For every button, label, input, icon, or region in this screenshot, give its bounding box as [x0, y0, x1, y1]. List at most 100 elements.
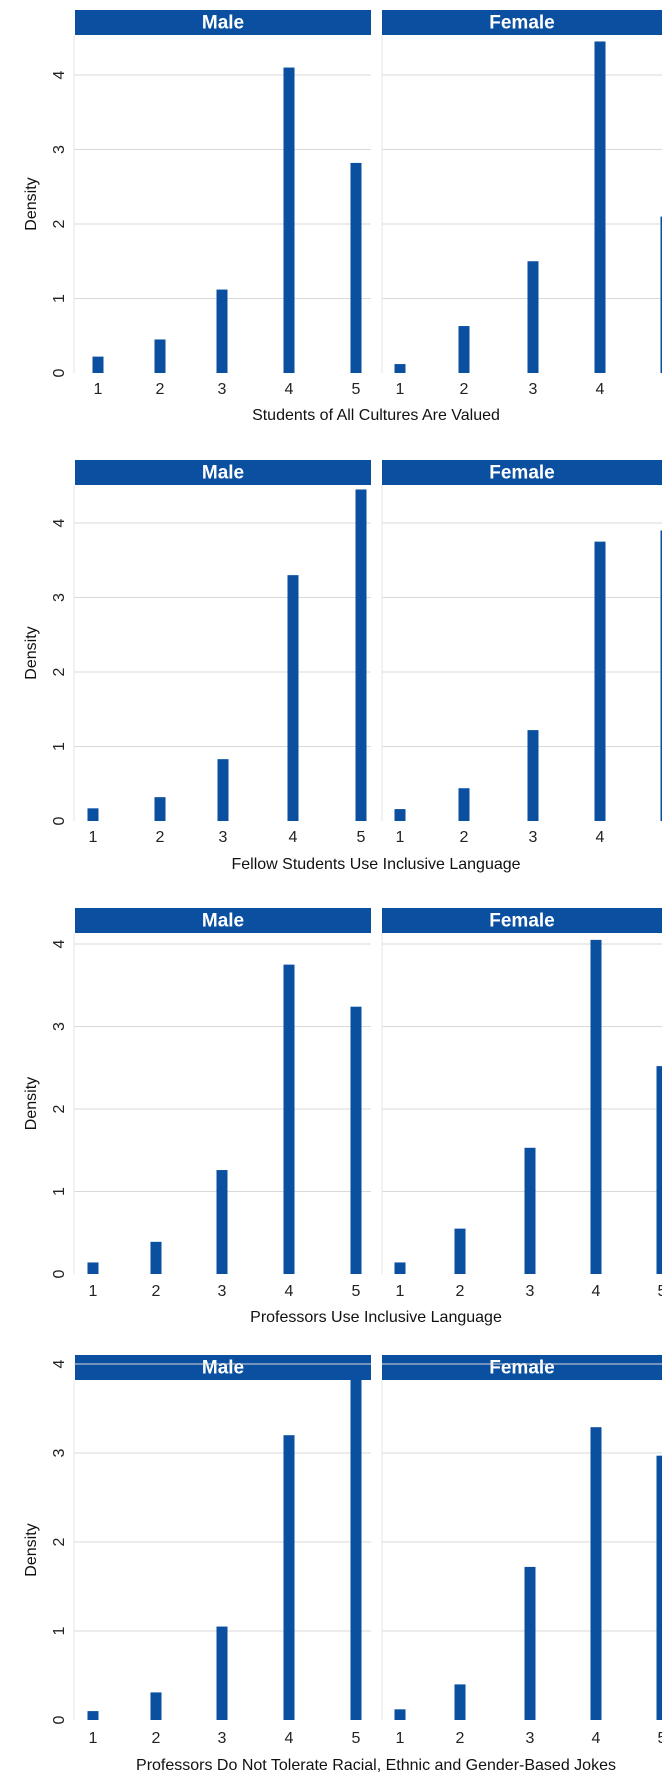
- bar: [458, 326, 470, 373]
- panel-strip-label: Male: [202, 1358, 244, 1379]
- y-tick-label: 0: [51, 816, 68, 825]
- bar: [283, 67, 295, 374]
- bar: [154, 339, 166, 373]
- bar: [527, 730, 539, 821]
- y-tick-label: 3: [51, 145, 68, 154]
- chart-row-3: Density 0 1 2 3 4 Male 1 2 3 4 5 Female 1 2 3 4 5 Professo…: [23, 908, 662, 1326]
- bar: [216, 289, 228, 373]
- bar: [394, 364, 406, 373]
- x-tick-label: 1: [89, 1730, 98, 1747]
- panel-strip-label: Female: [489, 13, 554, 34]
- bar: [154, 797, 166, 821]
- y-tick-label: 4: [51, 518, 68, 527]
- bar: [524, 1147, 536, 1274]
- x-tick-label: 2: [156, 381, 165, 398]
- x-tick-label: 1: [396, 1730, 405, 1747]
- x-tick-label: 4: [289, 829, 298, 846]
- panel-male: Male 1 2 3 4 5: [73, 1355, 371, 1747]
- panel-strip: [75, 1355, 371, 1380]
- panel-strip-label: Male: [202, 463, 244, 484]
- panel-strip: [382, 460, 662, 485]
- x-tick-label: 1: [89, 1283, 98, 1300]
- y-axis-title: Density: [23, 1077, 40, 1130]
- y-tick-label: 4: [51, 1359, 68, 1368]
- x-tick-label: 5: [658, 1283, 662, 1300]
- panel-strip: [382, 1355, 662, 1380]
- panel-female: Female 1 2 3 4 5: [381, 908, 662, 1300]
- bar: [394, 809, 406, 821]
- y-tick-label: 2: [51, 1537, 68, 1546]
- bar: [350, 1006, 362, 1274]
- y-tick-label: 1: [51, 742, 68, 751]
- x-tick-label: 4: [285, 1283, 294, 1300]
- bar: [594, 41, 606, 373]
- bar: [87, 1262, 99, 1274]
- panel-male: Male 1 2 3 4 5: [73, 460, 371, 846]
- x-tick-label: 3: [219, 829, 228, 846]
- bar: [458, 788, 470, 821]
- x-tick-label: 2: [460, 829, 469, 846]
- x-axis-title: Students of All Cultures Are Valued: [252, 407, 500, 424]
- bar: [660, 216, 662, 373]
- x-tick-label: 2: [460, 381, 469, 398]
- bar: [656, 1066, 662, 1274]
- x-tick-label: 4: [285, 381, 294, 398]
- chart-row-4: Density 0 1 2 3 4 Male 1 2 3 4 5 Female 1 2 3 4 5 Professo…: [23, 1355, 662, 1774]
- x-tick-label: 3: [218, 381, 227, 398]
- y-tick-label: 4: [51, 70, 68, 79]
- x-tick-label: 1: [396, 1283, 405, 1300]
- y-tick-label: 2: [51, 1104, 68, 1113]
- bar: [283, 1435, 295, 1720]
- x-tick-label: 2: [152, 1730, 161, 1747]
- bar: [590, 939, 602, 1274]
- x-tick-label: 3: [218, 1283, 227, 1300]
- y-tick-label: 0: [51, 1269, 68, 1278]
- panel-male: Male 1 2 3 4 5: [73, 10, 371, 398]
- bar: [150, 1692, 162, 1720]
- bar: [394, 1262, 406, 1274]
- bar: [350, 162, 362, 373]
- x-tick-label: 4: [596, 829, 605, 846]
- bar: [594, 541, 606, 821]
- panel-female: Female12345: [381, 10, 662, 398]
- y-tick-label: 0: [51, 1715, 68, 1724]
- x-tick-label: 1: [396, 829, 405, 846]
- x-tick-label: 3: [526, 1283, 535, 1300]
- panel-strip-label: Male: [202, 13, 244, 34]
- bar: [216, 1626, 228, 1720]
- x-tick-label: 3: [529, 381, 538, 398]
- x-tick-label: 4: [592, 1283, 601, 1300]
- x-tick-label: 5: [658, 1730, 662, 1747]
- bar: [216, 1170, 228, 1274]
- panel-female: Female12345: [381, 460, 662, 846]
- y-tick-label: 1: [51, 294, 68, 303]
- x-tick-label: 1: [396, 381, 405, 398]
- panel-male: Male 1 2 3 4 5: [73, 908, 371, 1300]
- y-axis-title: Density: [23, 626, 40, 679]
- panel-strip-label: Female: [489, 911, 554, 932]
- x-tick-label: 2: [456, 1283, 465, 1300]
- y-tick-label: 2: [51, 219, 68, 228]
- bar: [87, 1711, 99, 1720]
- panel-strip: [75, 460, 371, 485]
- bar: [454, 1684, 466, 1720]
- x-tick-label: 3: [218, 1730, 227, 1747]
- x-axis-title: Fellow Students Use Inclusive Language: [231, 856, 520, 873]
- bar: [660, 530, 662, 821]
- y-tick-label: 0: [51, 368, 68, 377]
- bar: [454, 1228, 466, 1274]
- panel-strip-label: Male: [202, 911, 244, 932]
- bar: [350, 1379, 362, 1720]
- x-tick-label: 1: [89, 829, 98, 846]
- x-axis-title: Professors Use Inclusive Language: [250, 1309, 502, 1326]
- y-tick-label: 1: [51, 1626, 68, 1635]
- x-tick-label: 3: [526, 1730, 535, 1747]
- panel-strip: [75, 10, 371, 35]
- x-axis-title: Professors Do Not Tolerate Racial, Ethni…: [136, 1757, 616, 1774]
- y-tick-label: 3: [51, 593, 68, 602]
- x-tick-label: 3: [529, 829, 538, 846]
- bar: [590, 1427, 602, 1720]
- y-tick-label: 4: [51, 939, 68, 948]
- y-tick-label: 3: [51, 1448, 68, 1457]
- panel-strip: [382, 10, 662, 35]
